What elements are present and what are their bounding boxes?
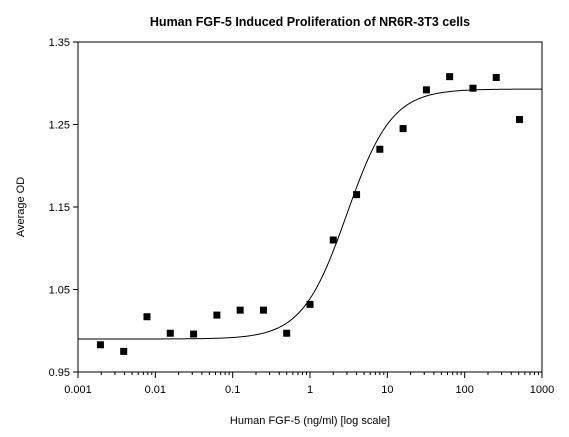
x-tick-label-3: 1 [307, 384, 313, 396]
x-tick-label-0: 0.001 [64, 384, 92, 396]
data-point-9 [306, 300, 314, 308]
y-tick-label-0: 0.95 [49, 367, 70, 379]
y-tick-label-2: 1.15 [49, 202, 70, 214]
data-point-17 [492, 73, 500, 81]
data-point-15 [446, 73, 454, 81]
data-point-18 [516, 116, 524, 124]
data-point-16 [469, 84, 477, 92]
x-tick-label-1: 0.01 [145, 384, 166, 396]
fit-curve [78, 88, 542, 340]
x-axis: 0.001 0.01 0.1 1 10 100 1000 [64, 372, 554, 396]
data-point-3 [166, 329, 174, 337]
data-point-6 [236, 306, 244, 314]
x-tick-label-4: 10 [381, 384, 393, 396]
chart-title: Human FGF-5 Induced Proliferation of NR6… [150, 15, 470, 29]
x-tick-label-2: 0.1 [225, 384, 240, 396]
y-tick-label-1: 1.05 [49, 285, 70, 297]
data-point-7 [259, 306, 267, 314]
y-tick-label-3: 1.25 [49, 120, 70, 132]
x-tick-label-6: 1000 [530, 384, 554, 396]
data-point-5 [213, 311, 221, 319]
data-point-8 [283, 329, 291, 337]
data-point-14 [422, 86, 430, 94]
data-point-10 [329, 236, 337, 244]
data-point-2 [143, 313, 151, 321]
y-axis: 0.95 1.05 1.15 1.25 1.35 [49, 37, 78, 379]
data-points [96, 73, 524, 355]
data-point-11 [353, 191, 361, 199]
y-axis-label: Average OD [15, 177, 27, 237]
y-tick-label-4: 1.35 [49, 37, 70, 49]
x-axis-label: Human FGF-5 (ng/ml) [log scale] [230, 415, 390, 427]
data-point-0 [96, 341, 104, 349]
x-tick-label-5: 100 [455, 384, 473, 396]
data-point-1 [120, 347, 128, 355]
data-point-4 [190, 330, 198, 338]
data-point-12 [376, 145, 384, 153]
data-point-13 [399, 125, 407, 133]
